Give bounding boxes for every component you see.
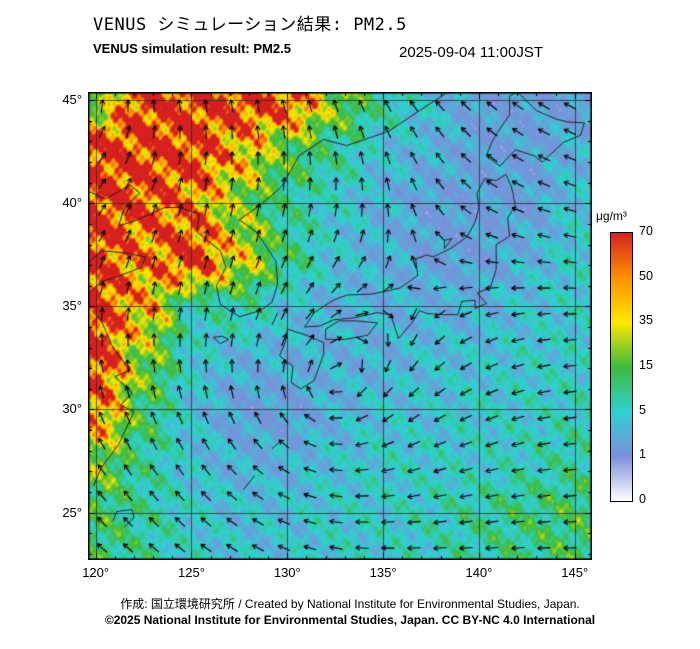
map-plot-area [88,92,592,560]
lon-tick-label: 120° [82,565,110,580]
pm25-heatmap-canvas [88,92,592,560]
license-line: ©2025 National Institute for Environment… [104,613,596,627]
colorbar-unit-label: μg/m³ [596,209,627,223]
lat-tick-label: 25° [62,504,82,520]
colorbar-tick-label: 70 [639,224,653,238]
lon-tick-label: 140° [465,565,493,580]
credit-line: 作成: 国立環境研究所 / Created by National Instit… [120,597,580,611]
colorbar-tick-label: 15 [639,358,653,372]
timestamp: 2025-09-04 11:00JST [399,44,543,61]
lon-tick-label: 130° [273,565,301,580]
colorbar-tick-label: 50 [639,268,653,283]
colorbar-tick-label: 0 [639,492,646,506]
colorbar-gradient [610,232,633,502]
lat-tick-label: 30° [62,401,82,417]
lat-tick-label: 35° [62,298,82,314]
lon-tick-label: 135° [369,565,397,580]
title-english: VENUS simulation result: PM2.5 [93,41,291,56]
lat-tick-label: 45° [62,92,82,108]
colorbar-tick-label: 1 [639,447,646,462]
colorbar-tick-label: 35 [639,313,653,328]
title-japanese: VENUS シミュレーション結果: PM2.5 [93,15,407,35]
lon-tick-label: 145° [561,565,589,580]
colorbar-tick-label: 5 [639,402,646,417]
lon-tick-label: 125° [178,565,205,580]
lat-tick-label: 40° [62,195,82,211]
